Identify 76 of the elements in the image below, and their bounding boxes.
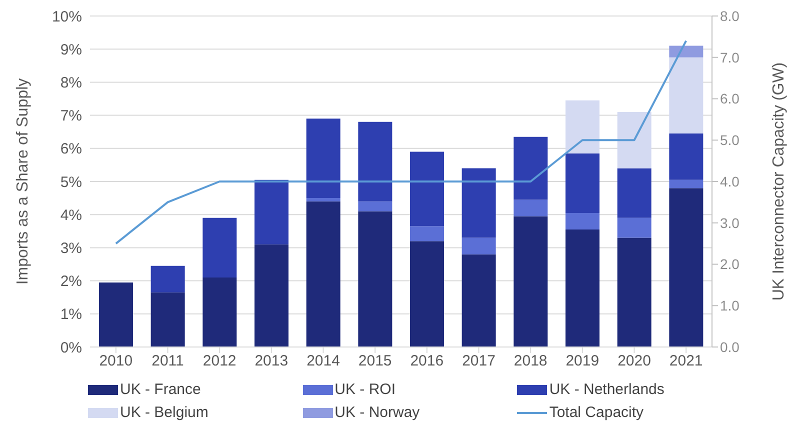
- bar: [254, 244, 288, 347]
- legend-label: UK - Belgium: [120, 404, 208, 421]
- bar: [358, 211, 392, 347]
- y-tick-label: 0%: [60, 339, 82, 356]
- bar: [202, 218, 237, 278]
- legend-label: Total Capacity: [549, 404, 644, 421]
- bar: [150, 292, 185, 347]
- x-tick-label: 2011: [152, 352, 184, 370]
- y2-tick-label: 6.0: [720, 90, 740, 107]
- y-axis-title: Imports as a Share of Supply: [14, 78, 32, 285]
- y-tick-label: 6%: [60, 140, 82, 158]
- bar: [410, 241, 444, 347]
- bar: [99, 282, 133, 347]
- y-tick-label: 8%: [60, 74, 82, 92]
- x-tick-label: 2019: [566, 352, 600, 370]
- bar: [566, 153, 600, 213]
- legend-label: UK - ROI: [334, 381, 396, 398]
- y-tick-label: 1%: [60, 306, 82, 324]
- y-tick-label: 5%: [60, 174, 82, 191]
- x-tick-label: 2017: [462, 352, 496, 370]
- y2-tick-label: 2.0: [720, 256, 740, 272]
- x-tick-label: 2015: [358, 352, 392, 370]
- bar: [617, 238, 652, 347]
- y-tick-label: 7%: [60, 108, 82, 125]
- bar: [462, 168, 496, 238]
- bar: [410, 226, 444, 242]
- x-tick-label: 2014: [306, 352, 340, 370]
- y2-axis-title: UK Interconnector Capacity (GW): [770, 62, 788, 301]
- legend-label: UK - France: [120, 381, 201, 398]
- x-tick-label: 2010: [99, 352, 133, 370]
- y2-tick-label: 5.0: [720, 132, 740, 148]
- bar: [254, 180, 288, 244]
- bar: [150, 266, 185, 292]
- bar: [566, 229, 600, 347]
- bar: [358, 201, 392, 212]
- x-tick-label: 2016: [410, 352, 444, 370]
- bar: [462, 238, 496, 254]
- x-tick-label: 2021: [669, 352, 703, 370]
- line-series: [114, 40, 688, 245]
- bar: [462, 254, 496, 347]
- y2-tick-label: 8.0: [720, 8, 740, 24]
- bar: [306, 118, 340, 198]
- x-tick-label: 2020: [618, 352, 651, 370]
- bar: [617, 112, 652, 168]
- y-tick-label: 10%: [52, 8, 82, 26]
- bar: [669, 134, 704, 180]
- y-tick-label: 3%: [60, 240, 82, 258]
- bar: [514, 216, 548, 347]
- y-tick-label: 4%: [60, 206, 82, 224]
- bar: [617, 218, 652, 238]
- bar: [202, 277, 237, 347]
- y2-tick-label: 0.0: [720, 338, 740, 355]
- bar: [617, 168, 652, 218]
- bar: [669, 188, 704, 347]
- legend-label: UK - Norway: [334, 404, 420, 421]
- bar: [669, 46, 704, 58]
- bar: [410, 152, 444, 226]
- bar: [669, 180, 704, 188]
- bar: [306, 198, 340, 202]
- y-tick-label: 9%: [60, 41, 82, 58]
- y-tick-label: 2%: [60, 273, 82, 290]
- legend-label: UK - Netherlands: [549, 381, 664, 398]
- y2-tick-label: 7.0: [720, 49, 740, 66]
- x-tick-label: 2012: [202, 352, 236, 370]
- bar: [306, 201, 340, 347]
- y2-tick-label: 1.0: [720, 298, 740, 314]
- bar: [566, 212, 600, 230]
- bar: [514, 200, 548, 216]
- bar: [669, 57, 704, 134]
- bar: [358, 122, 392, 202]
- y2-tick-label: 4.0: [720, 173, 740, 190]
- x-tick-label: 2013: [254, 352, 288, 370]
- x-tick-label: 2018: [514, 352, 548, 370]
- bar: [514, 136, 548, 200]
- y2-tick-label: 3.0: [720, 214, 740, 231]
- bar: [566, 100, 600, 154]
